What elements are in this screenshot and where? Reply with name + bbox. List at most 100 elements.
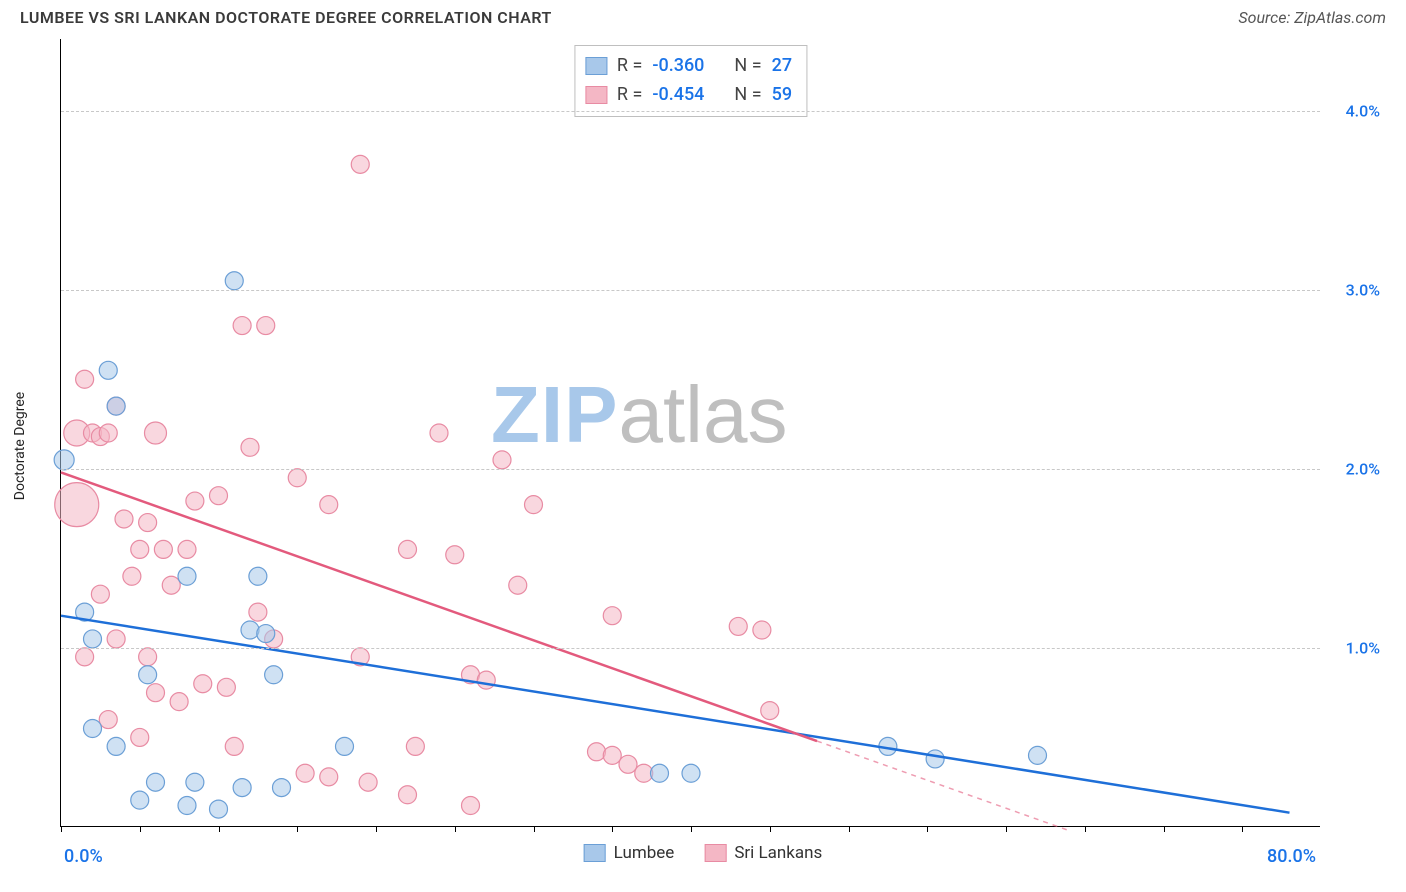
x-tick	[140, 826, 141, 832]
scatter-point	[509, 576, 527, 594]
scatter-point	[430, 424, 448, 442]
legend-item-srilankan: Sri Lankans	[704, 843, 822, 863]
scatter-point	[588, 743, 606, 761]
scatter-point	[651, 764, 669, 782]
scatter-point	[320, 496, 338, 514]
scatter-point	[76, 648, 94, 666]
scatter-point	[131, 728, 149, 746]
r-label-1: R =	[617, 81, 642, 110]
scatter-point	[131, 791, 149, 809]
scatter-point	[296, 764, 314, 782]
x-max-label: 80.0%	[1267, 846, 1316, 867]
scatter-point	[170, 693, 188, 711]
x-tick	[691, 826, 692, 832]
scatter-point	[154, 540, 172, 558]
scatter-point	[99, 424, 117, 442]
scatter-point	[682, 764, 700, 782]
n-label-0: N =	[734, 52, 761, 81]
source-label: Source: ZipAtlas.com	[1238, 8, 1386, 27]
scatter-point	[139, 666, 157, 684]
n-value-1: 59	[772, 81, 792, 110]
scatter-point	[336, 737, 354, 755]
legend-item-lumbee: Lumbee	[584, 843, 675, 863]
scatter-point	[320, 768, 338, 786]
scatter-point	[233, 779, 251, 797]
series-legend: Lumbee Sri Lankans	[584, 843, 823, 863]
header-bar: LUMBEE VS SRI LANKAN DOCTORATE DEGREE CO…	[0, 0, 1406, 31]
scatter-point	[54, 450, 74, 470]
scatter-point	[603, 746, 621, 764]
x-tick	[1242, 826, 1243, 832]
r-value-1: -0.454	[652, 81, 704, 110]
scatter-point	[729, 617, 747, 635]
scatter-point	[525, 496, 543, 514]
scatter-point	[186, 773, 204, 791]
gridline	[61, 469, 1320, 470]
scatter-point	[178, 567, 196, 585]
scatter-point	[99, 711, 117, 729]
x-tick	[770, 826, 771, 832]
r-value-0: -0.360	[652, 52, 704, 81]
scatter-point	[107, 737, 125, 755]
scatter-point	[273, 779, 291, 797]
stats-row-srilankan: R = -0.454 N = 59	[585, 81, 792, 110]
scatter-point	[225, 272, 243, 290]
chart-title: LUMBEE VS SRI LANKAN DOCTORATE DEGREE CO…	[20, 8, 552, 27]
stats-row-lumbee: R = -0.360 N = 27	[585, 52, 792, 81]
scatter-point	[446, 546, 464, 564]
y-tick-label: 1.0%	[1346, 638, 1380, 657]
scatter-point	[123, 567, 141, 585]
scatter-point	[288, 469, 306, 487]
gridline	[61, 111, 1320, 112]
x-min-label: 0.0%	[64, 846, 103, 867]
r-label-0: R =	[617, 52, 642, 81]
stats-legend: R = -0.360 N = 27 R = -0.454 N = 59	[574, 45, 807, 117]
plot-svg	[61, 39, 1321, 827]
scatter-point	[178, 797, 196, 815]
x-tick	[612, 826, 613, 832]
scatter-point	[147, 684, 165, 702]
scatter-point	[107, 397, 125, 415]
scatter-point	[926, 750, 944, 768]
gridline	[61, 648, 1320, 649]
scatter-point	[225, 737, 243, 755]
scatter-point	[249, 603, 267, 621]
y-tick-label: 3.0%	[1346, 280, 1380, 299]
scatter-point	[241, 438, 259, 456]
scatter-point	[249, 567, 267, 585]
scatter-point	[493, 451, 511, 469]
scatter-point	[351, 155, 369, 173]
x-tick	[534, 826, 535, 832]
scatter-point	[619, 755, 637, 773]
scatter-point	[145, 422, 167, 444]
x-tick	[455, 826, 456, 832]
n-label-1: N =	[734, 81, 761, 110]
chart-container: Doctorate Degree ZIPatlas R = -0.360 N =…	[20, 31, 1386, 861]
scatter-point	[462, 797, 480, 815]
x-tick	[1164, 826, 1165, 832]
scatter-point	[210, 487, 228, 505]
x-tick	[1006, 826, 1007, 832]
x-tick	[219, 826, 220, 832]
y-tick-label: 4.0%	[1346, 101, 1380, 120]
scatter-point	[761, 702, 779, 720]
scatter-point	[84, 720, 102, 738]
scatter-point	[257, 625, 275, 643]
swatch-srilankan	[585, 86, 607, 104]
scatter-point	[233, 317, 251, 335]
scatter-point	[186, 492, 204, 510]
scatter-point	[139, 514, 157, 532]
legend-label-lumbee: Lumbee	[614, 843, 675, 863]
x-tick	[927, 826, 928, 832]
scatter-point	[115, 510, 133, 528]
scatter-point	[76, 370, 94, 388]
x-tick	[849, 826, 850, 832]
scatter-point	[162, 576, 180, 594]
scatter-point	[359, 773, 377, 791]
scatter-point	[217, 678, 235, 696]
scatter-point	[603, 607, 621, 625]
scatter-point	[399, 786, 417, 804]
scatter-point	[107, 630, 125, 648]
legend-swatch-lumbee	[584, 844, 606, 862]
y-tick-label: 2.0%	[1346, 459, 1380, 478]
